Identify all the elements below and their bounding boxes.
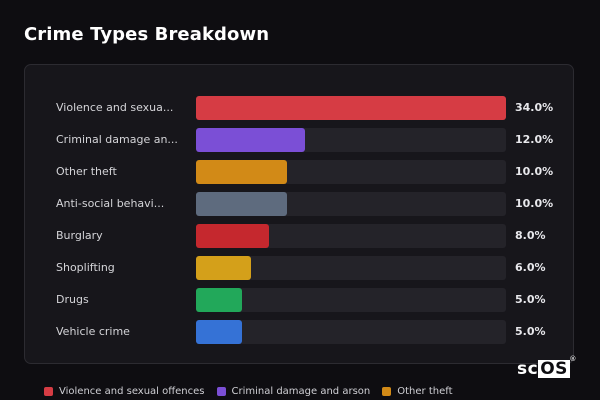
legend-item[interactable]: Other theft — [382, 386, 453, 397]
bar-value-label: 10.0% — [515, 197, 554, 210]
legend-swatch — [382, 387, 392, 396]
bar-value-label: 6.0% — [515, 261, 546, 274]
bar-value-label: 12.0% — [515, 133, 554, 146]
bar-value-label: 8.0% — [515, 229, 546, 242]
legend-label: Other theft — [397, 386, 453, 397]
legend-item[interactable]: Criminal damage and arson — [216, 386, 371, 397]
bar[interactable] — [196, 128, 306, 152]
bar-label: Shoplifting — [56, 261, 115, 274]
bar-track — [196, 128, 506, 152]
legend-swatch — [216, 387, 226, 396]
bar[interactable] — [196, 160, 288, 184]
bar[interactable] — [196, 224, 269, 248]
bar-label: Vehicle crime — [56, 325, 130, 338]
bar-track — [196, 288, 506, 312]
bar-label: Criminal damage an... — [56, 133, 178, 146]
bar[interactable] — [196, 192, 288, 216]
bar-label: Anti-social behavi... — [56, 197, 165, 210]
bar-label: Violence and sexua... — [56, 101, 174, 114]
legend-label: Violence and sexual offences — [59, 386, 205, 397]
bar[interactable] — [196, 288, 242, 312]
bar-track — [196, 160, 506, 184]
bar-track — [196, 320, 506, 344]
bar[interactable] — [196, 96, 506, 120]
bar-track — [196, 192, 506, 216]
bar-track — [196, 224, 506, 248]
bar-label: Other theft — [56, 165, 117, 178]
legend-swatch — [44, 387, 53, 396]
legend-item[interactable]: Violence and sexual offences — [44, 386, 205, 397]
bar-label: Drugs — [56, 293, 89, 306]
chart-legend: Violence and sexual offences Criminal dam… — [44, 386, 453, 397]
bar[interactable] — [196, 320, 242, 344]
bar-value-label: 34.0% — [515, 101, 554, 114]
bar[interactable] — [196, 256, 251, 280]
scos-logo: sc OS ® — [517, 355, 577, 379]
bar-value-label: 5.0% — [515, 293, 546, 306]
bar-track — [196, 96, 506, 120]
bar-track — [196, 256, 506, 280]
bar-value-label: 10.0% — [515, 165, 554, 178]
legend-label: Criminal damage and arson — [231, 386, 371, 397]
chart-title: Crime Types Breakdown — [24, 24, 270, 45]
chart-panel: Violence and sexua... 34.0% Criminal damag… — [24, 64, 574, 364]
bar-value-label: 5.0% — [515, 325, 546, 338]
bar-label: Burglary — [56, 229, 103, 242]
